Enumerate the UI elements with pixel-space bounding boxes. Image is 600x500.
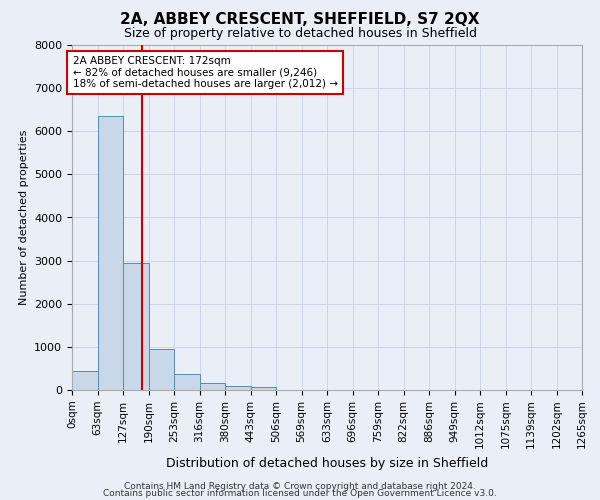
Text: Contains public sector information licensed under the Open Government Licence v3: Contains public sector information licen… xyxy=(103,489,497,498)
Bar xyxy=(199,384,225,390)
Text: 2A ABBEY CRESCENT: 172sqm
← 82% of detached houses are smaller (9,246)
18% of se: 2A ABBEY CRESCENT: 172sqm ← 82% of detac… xyxy=(73,56,338,89)
X-axis label: Distribution of detached houses by size in Sheffield: Distribution of detached houses by size … xyxy=(166,457,488,470)
Bar xyxy=(123,263,149,390)
Bar xyxy=(72,372,97,390)
Text: Contains HM Land Registry data © Crown copyright and database right 2024.: Contains HM Land Registry data © Crown c… xyxy=(124,482,476,491)
Text: 2A, ABBEY CRESCENT, SHEFFIELD, S7 2QX: 2A, ABBEY CRESCENT, SHEFFIELD, S7 2QX xyxy=(120,12,480,28)
Y-axis label: Number of detached properties: Number of detached properties xyxy=(19,130,29,305)
Bar xyxy=(174,374,199,390)
Text: Size of property relative to detached houses in Sheffield: Size of property relative to detached ho… xyxy=(124,28,476,40)
Bar xyxy=(149,349,174,390)
Bar xyxy=(225,386,251,390)
Bar xyxy=(251,388,276,390)
Bar xyxy=(97,116,123,390)
